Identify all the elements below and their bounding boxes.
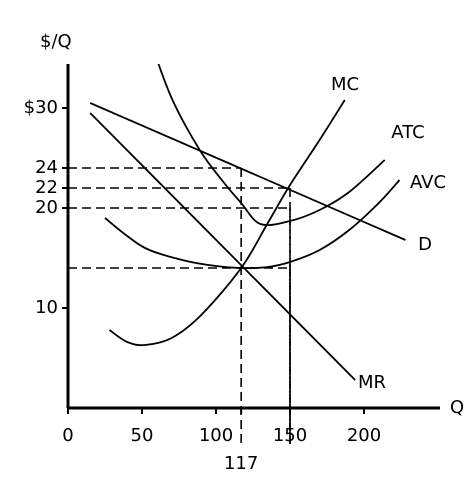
x-tick-label: 117 <box>224 453 258 474</box>
x-tick-label: 0 <box>62 425 73 446</box>
guides <box>68 167 291 444</box>
curve-label: D <box>418 234 432 255</box>
curve-mc <box>108 99 346 347</box>
curve-label: MR <box>358 372 386 393</box>
x-tick-label: 50 <box>131 425 154 446</box>
y-tick-label: 22 <box>35 177 58 198</box>
curve-d <box>89 102 406 241</box>
x-tick-label: 200 <box>347 425 381 446</box>
x-tick-label: 150 <box>273 425 307 446</box>
y-axis-label: $/Q <box>40 31 72 52</box>
curve-label: MC <box>331 74 359 95</box>
y-tick-label: 20 <box>35 197 58 218</box>
curves <box>89 64 406 381</box>
curve-mr <box>89 112 356 381</box>
x-tick-label: 100 <box>199 425 233 446</box>
x-axis-label: Q <box>450 397 464 418</box>
y-tick-label: $30 <box>24 97 58 118</box>
y-tick-label: 10 <box>35 297 58 318</box>
curve-atc <box>157 64 386 227</box>
curve-label: AVC <box>410 172 446 193</box>
curve-avc <box>104 179 401 269</box>
curve-label: ATC <box>391 122 424 143</box>
y-tick-label: 24 <box>35 157 58 178</box>
